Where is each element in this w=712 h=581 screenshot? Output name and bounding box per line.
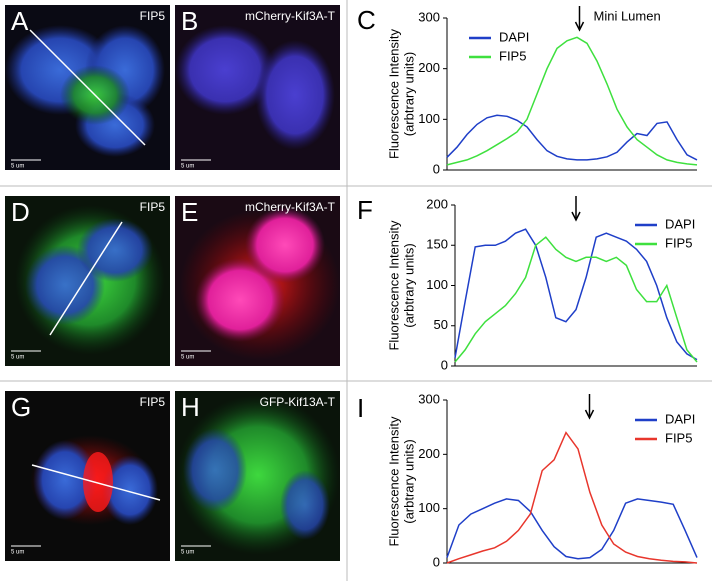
legend-label: FIP5 [499, 48, 526, 63]
y-tick-label: 150 [426, 237, 448, 252]
y-tick-label: 300 [418, 9, 440, 24]
y-axis-label: Fluorescence Intensity [386, 28, 401, 159]
y-axis-label: (arbtrary units) [401, 243, 416, 328]
legend-label: DAPI [499, 29, 529, 44]
y-tick-label: 200 [418, 446, 440, 461]
image-label: mCherry-Kif3A-T [245, 200, 336, 214]
y-tick-label: 100 [418, 111, 440, 126]
y-tick-label: 200 [418, 60, 440, 75]
micrograph [175, 391, 340, 561]
micrograph [175, 196, 340, 366]
arrow-head [571, 211, 581, 222]
annotation: Mini Lumen [594, 8, 661, 23]
data-line [446, 498, 698, 560]
y-tick-label: 300 [418, 391, 440, 406]
y-axis-label: (arbtrary units) [401, 439, 416, 524]
y-tick-label: 50 [434, 317, 448, 332]
legend-label: DAPI [665, 411, 695, 426]
y-axis-label: Fluorescence Intensity [386, 416, 401, 547]
panel-letter: G [11, 392, 31, 422]
panel-letter: E [181, 197, 198, 227]
y-tick-label: 0 [441, 357, 448, 372]
scale-label: 5 um [11, 550, 24, 556]
image-label: FIP5 [140, 200, 166, 214]
data-line [446, 431, 698, 564]
panel-letter: A [11, 6, 29, 36]
image-label: mCherry-Kif3A-T [245, 9, 336, 23]
legend-label: FIP5 [665, 430, 692, 445]
scale-label: 5 um [11, 164, 24, 170]
arrow-head [574, 21, 585, 32]
y-tick-label: 200 [426, 196, 448, 211]
y-tick-label: 100 [426, 277, 448, 292]
scale-label: 5 um [181, 550, 194, 556]
scale-label: 5 um [11, 355, 24, 361]
micrograph [175, 5, 340, 170]
y-tick-label: 0 [433, 161, 440, 176]
y-tick-label: 0 [433, 554, 440, 569]
micrograph [5, 196, 170, 366]
data-line [454, 236, 698, 363]
panel-letter: B [181, 6, 198, 36]
micrograph [5, 5, 170, 170]
panel-letter: I [357, 393, 364, 423]
panel-letter: H [181, 392, 200, 422]
data-line [454, 228, 698, 361]
panel-letter: D [11, 197, 30, 227]
image-label: GFP-Kif13A-T [260, 395, 336, 409]
scale-label: 5 um [181, 355, 194, 361]
panel-letter: C [357, 5, 376, 35]
legend-label: FIP5 [665, 235, 692, 250]
scale-label: 5 um [181, 164, 194, 170]
y-tick-label: 100 [418, 500, 440, 515]
y-axis-label: (arbtrary units) [401, 52, 416, 137]
image-label: FIP5 [140, 395, 166, 409]
data-line [446, 114, 698, 161]
image-label: FIP5 [140, 9, 166, 23]
legend-label: DAPI [665, 216, 695, 231]
micrograph [5, 391, 170, 561]
data-line [446, 36, 698, 166]
panel-letter: F [357, 195, 373, 225]
y-axis-label: Fluorescence Intensity [386, 220, 401, 351]
arrow-head [584, 409, 595, 420]
